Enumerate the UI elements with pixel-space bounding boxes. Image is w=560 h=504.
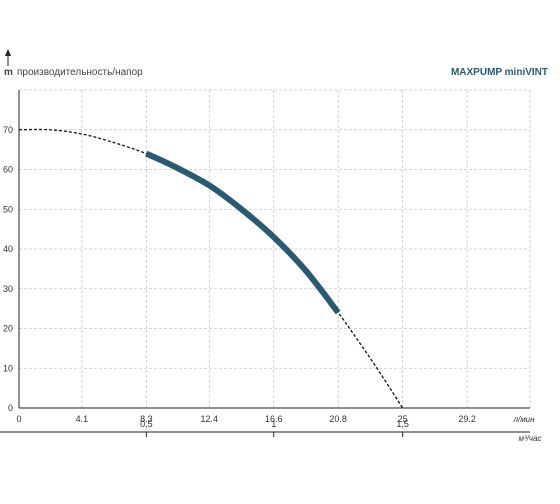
y-tick-label: 20 <box>3 324 13 334</box>
y-tick-labels: 0 10 20 30 40 50 60 70 <box>3 125 13 413</box>
y-tick-label: 30 <box>3 284 13 294</box>
y-tick-label: 0 <box>8 403 13 413</box>
y-axis-unit: m <box>4 67 13 78</box>
x-tick-label: 20.8 <box>329 414 347 424</box>
secondary-x-tick-label: 1 <box>271 419 276 429</box>
secondary-x-tick-label: 1,5 <box>396 419 409 429</box>
y-tick-label: 40 <box>3 244 13 254</box>
curve-operating-range <box>145 150 341 315</box>
curve-dashed-extension <box>18 128 404 409</box>
y-tick-label: 10 <box>3 363 13 373</box>
x-tick-label: 25 <box>398 414 408 424</box>
y-tick-label: 60 <box>3 165 13 175</box>
x-axis-unit-flow: л/мин <box>512 415 535 424</box>
x-axis-unit-m3h: м³/час <box>519 434 542 443</box>
y-tick-label: 70 <box>3 125 13 135</box>
x-tick-label: 4.1 <box>76 414 89 424</box>
x-tick-label: 29.2 <box>458 414 476 424</box>
y-axis-caption: производительность/напор <box>17 67 143 78</box>
x-tick-label: 16.6 <box>265 414 283 424</box>
secondary-x-tick-label: 0,5 <box>140 419 153 429</box>
y-tick-label: 50 <box>3 204 13 214</box>
axes <box>0 90 530 433</box>
x-tick-label: 12.4 <box>201 414 219 424</box>
x-tick-label: 0 <box>16 414 21 424</box>
y-unit-arrow-icon <box>5 49 11 66</box>
x-tick-labels: 0 4.1 8.3 12.4 16.6 20.8 25 29.2 <box>16 414 475 424</box>
performance-curve <box>18 128 404 409</box>
x-tick-label: 8.3 <box>140 414 153 424</box>
grid <box>19 89 531 408</box>
chart-title: MAXPUMP miniVINT <box>451 67 548 78</box>
secondary-x-tick-labels: 0,5 1 1,5 <box>140 419 409 437</box>
